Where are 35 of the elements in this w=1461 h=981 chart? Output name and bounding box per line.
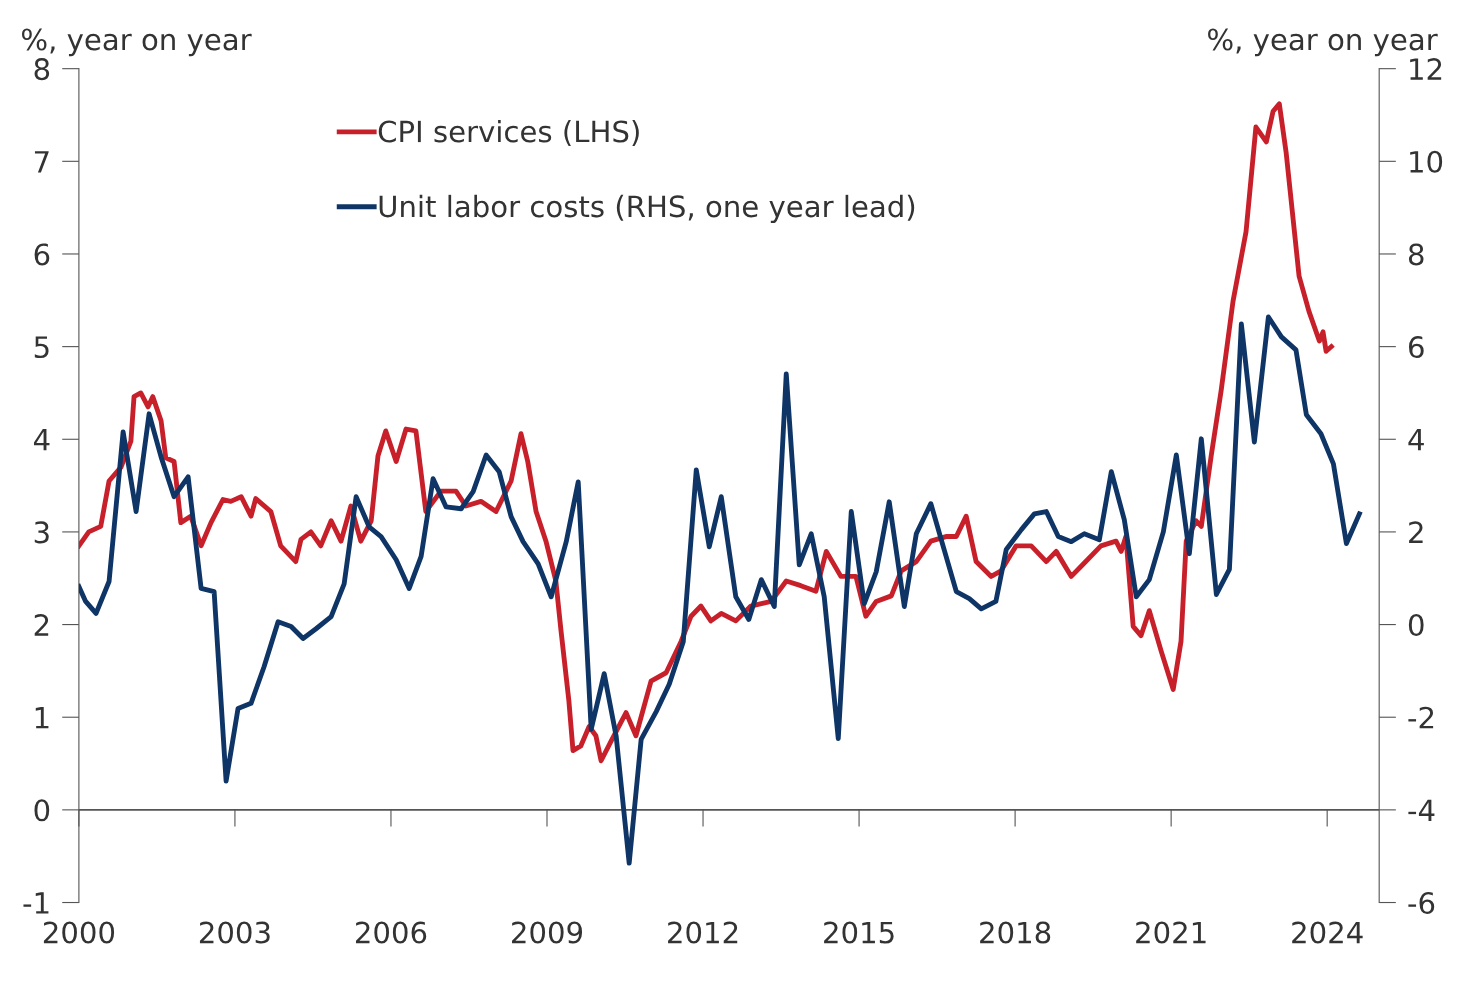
x-tick-label: 2021	[1136, 921, 1206, 944]
x-tick-label: 2000	[43, 921, 115, 944]
y2-tick-label: 10	[1410, 150, 1443, 173]
x-tick-label: 2015	[824, 921, 894, 944]
line-series	[78, 314, 1362, 866]
x-tick-label: 2003	[199, 921, 270, 944]
y-axis-title: %, year on year	[21, 28, 252, 57]
y-tick-label: 4	[33, 429, 50, 451]
y2-tick-label: 8	[1408, 243, 1424, 266]
y2-tick-label: 6	[1409, 336, 1424, 359]
y2-tick-label: -6	[1408, 891, 1435, 915]
y-tick-label: 7	[34, 151, 49, 173]
x-tick-label: 2012	[668, 921, 738, 944]
x-tick-label: 2024	[1292, 921, 1363, 944]
y2-tick-label: -2	[1408, 706, 1434, 729]
legend-label: CPI services (LHS)	[378, 119, 639, 146]
y2-tick-label: -4	[1408, 799, 1435, 821]
y-tick-label: -1	[23, 892, 49, 914]
y-tick-label: 8	[34, 58, 50, 81]
y-tick-label: 1	[35, 707, 49, 729]
y-tick-label: 5	[34, 336, 49, 359]
y2-axis-title: %, year on year	[1208, 28, 1438, 57]
x-tick-label: 2018	[980, 921, 1051, 944]
x-tick-label: 2009	[512, 921, 583, 944]
y2-tick-label: 0	[1408, 614, 1424, 637]
y2-tick-label: 2	[1409, 521, 1423, 543]
y-tick-label: 2	[34, 614, 49, 636]
y2-tick-label: 12	[1410, 58, 1442, 80]
y2-tick-label: 4	[1408, 429, 1424, 451]
x-tick-label: 2006	[355, 921, 427, 944]
y-tick-label: 6	[34, 243, 50, 266]
y-tick-label: 0	[34, 799, 50, 822]
y-tick-label: 3	[34, 521, 49, 544]
line-series	[78, 101, 1334, 764]
legend-label: Unit labor costs (RHS, one year lead)	[379, 194, 915, 224]
